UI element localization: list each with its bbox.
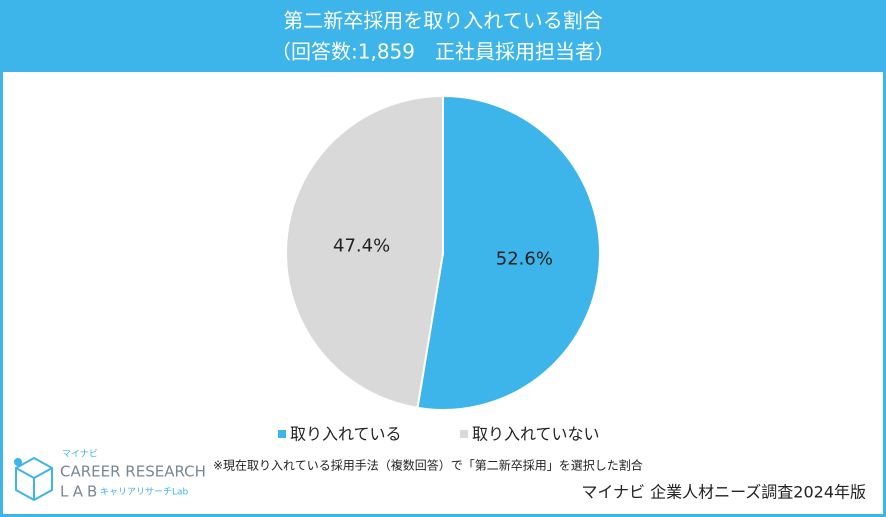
legend-label: 取り入れていない	[472, 425, 600, 444]
data-label: 47.4%	[333, 235, 390, 256]
legend-swatch	[278, 430, 286, 438]
logo-line2: LAB	[60, 483, 101, 501]
logo-line1: CAREER RESEARCH	[60, 463, 206, 481]
header-band	[0, 0, 886, 72]
pie-slice	[416, 94, 601, 411]
legend-swatch	[460, 430, 468, 438]
source: マイナビ 企業人材ニーズ調査2024年版	[581, 483, 866, 502]
logo-brand: マイナビ	[62, 449, 98, 460]
chart-title: 第二新卒採用を取り入れている割合	[283, 9, 602, 33]
logo-sub: キャリアリサーチLab	[100, 487, 189, 498]
logo-icon	[14, 456, 53, 502]
footnote: ※現在取り入れている採用手法（複数回答）で「第二新卒採用」を選択した割合	[213, 458, 643, 473]
pie-slice	[285, 94, 444, 410]
chart-subtitle: （回答数:1,859 正社員採用担当者）	[271, 40, 615, 64]
legend-label: 取り入れている	[290, 425, 402, 444]
data-label: 52.6%	[496, 249, 553, 270]
